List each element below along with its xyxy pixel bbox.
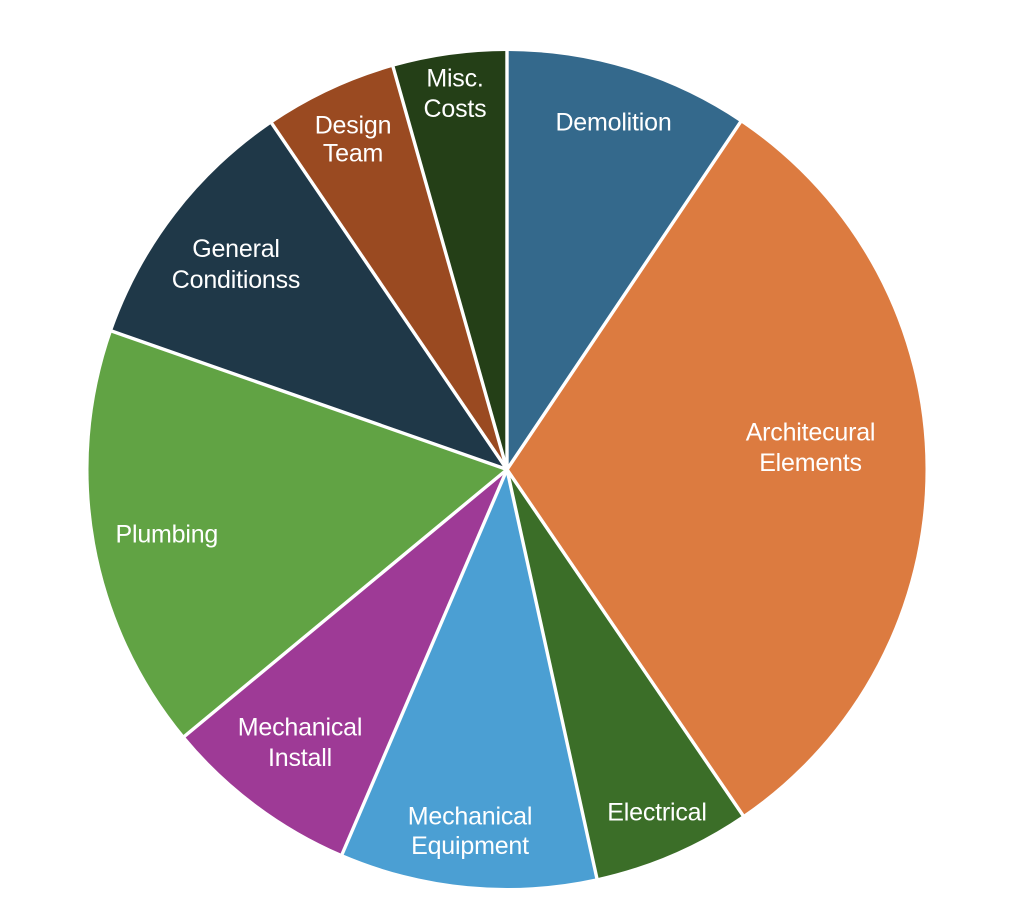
svg-text:Elements: Elements xyxy=(759,449,862,477)
svg-text:Conditionss: Conditionss xyxy=(172,266,300,294)
svg-text:Demolition: Demolition xyxy=(555,109,671,137)
svg-text:Mechanical: Mechanical xyxy=(408,802,532,830)
svg-text:Electrical: Electrical xyxy=(607,799,706,827)
svg-text:Plumbing: Plumbing xyxy=(115,520,218,548)
svg-text:General: General xyxy=(192,235,280,263)
svg-text:Architecural: Architecural xyxy=(746,418,876,446)
svg-text:Misc.: Misc. xyxy=(426,65,483,93)
svg-text:Costs: Costs xyxy=(424,95,487,123)
svg-text:Team: Team xyxy=(323,139,383,167)
svg-text:Install: Install xyxy=(268,744,332,772)
svg-text:Design: Design xyxy=(315,111,392,139)
svg-text:Equipment: Equipment xyxy=(411,832,529,860)
svg-text:Mechanical: Mechanical xyxy=(238,714,362,742)
